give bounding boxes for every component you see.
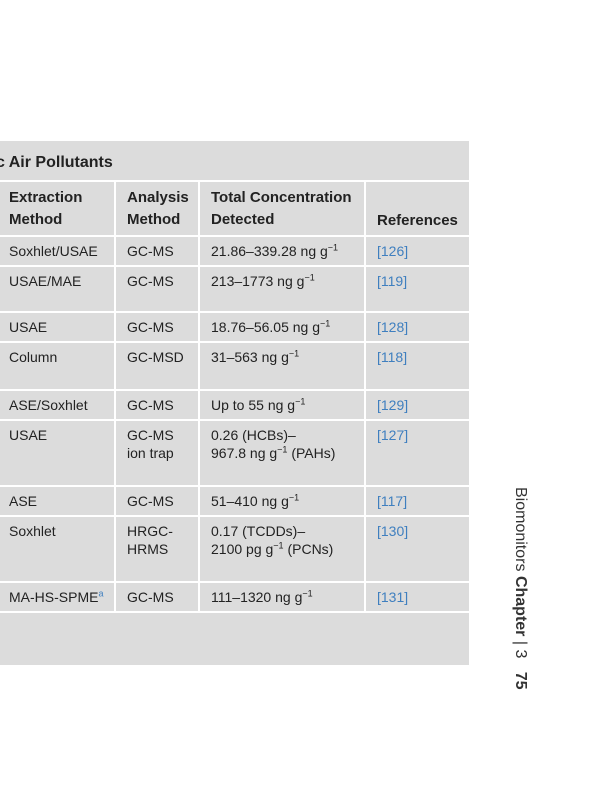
column-rule xyxy=(364,182,366,612)
reference: [131] xyxy=(377,589,409,605)
superscript: −1 xyxy=(273,540,284,551)
rule xyxy=(0,311,469,313)
superscript: −1 xyxy=(320,318,331,329)
table-cell: GC-MS xyxy=(127,589,174,605)
superscript: −1 xyxy=(288,348,300,359)
superscript: −1 xyxy=(277,444,288,455)
section: Biomonitors xyxy=(512,487,529,572)
column-header: Analysis Method xyxy=(127,189,189,228)
table-cell: USAE/MAE xyxy=(9,273,82,289)
rule xyxy=(0,419,469,421)
table-cell: 0.17 (TCDDs)– 2100 pg g−1 (PCNs) xyxy=(211,522,333,558)
table-cell: USAE xyxy=(9,319,48,335)
cell-text: 0.26 (HCBs)– 967.8 ng g xyxy=(211,427,296,461)
superscript: −1 xyxy=(304,272,315,283)
cell-text: 18.76–56.05 ng g xyxy=(211,319,320,335)
reference: [128] xyxy=(377,319,409,335)
table-cell: Soxhlet xyxy=(9,523,56,539)
table-cell: GC-MS xyxy=(127,273,174,289)
rule xyxy=(0,389,469,391)
rule xyxy=(0,341,469,343)
cell-text: 0.17 (TCDDs)– 2100 pg g xyxy=(211,523,306,557)
table-cell: Soxhlet/USAE xyxy=(9,243,98,259)
cell-text: 111–1320 ng g xyxy=(211,589,303,605)
table-cell: Up to 55 ng g−1 xyxy=(211,396,305,414)
reference: [127] xyxy=(377,427,409,443)
reference: [129] xyxy=(377,397,409,413)
table-cell: GC-MS xyxy=(127,397,174,413)
table-cell: USAE xyxy=(9,427,48,443)
rule xyxy=(0,235,469,237)
table-cell: GC-MS xyxy=(127,243,174,259)
column-rule xyxy=(114,182,116,612)
table-cell: GC-MSD xyxy=(127,349,184,365)
rule xyxy=(0,581,469,583)
reference: [117] xyxy=(377,493,408,509)
table-cell: 0.26 (HCBs)– 967.8 ng g−1 (PAHs) xyxy=(211,426,335,462)
reference: [118] xyxy=(377,349,408,365)
rule xyxy=(0,485,469,487)
rule xyxy=(0,515,469,517)
cell-text: (PAHs) xyxy=(287,445,336,461)
table: c Air Pollutants Extraction Method Analys… xyxy=(0,141,469,665)
column-header: Total Concentration Detected xyxy=(211,189,352,228)
table-cell: 213–1773 ng g−1 xyxy=(211,272,315,290)
chapter: Chapter xyxy=(512,575,529,637)
superscript: −1 xyxy=(302,588,313,599)
chapter-number: 3 xyxy=(512,649,529,659)
cell-text: 51–410 ng g xyxy=(211,493,289,509)
cell-text: 21.86–339.28 ng g xyxy=(211,243,328,259)
table-cell: 21.86–339.28 ng g−1 xyxy=(211,242,338,260)
table-cell: Column xyxy=(9,349,58,365)
table-cell: GC-MS xyxy=(127,319,174,335)
reference: [119] xyxy=(377,273,408,289)
rule xyxy=(0,180,469,182)
column-header: References xyxy=(377,212,458,229)
superscript: −1 xyxy=(288,492,300,503)
table-cell: ASE/Soxhlet xyxy=(9,397,88,413)
table-cell: HRGC- HRMS xyxy=(127,523,173,557)
table-cell: 31–563 ng g−1 xyxy=(211,348,299,366)
separator: | xyxy=(512,640,529,645)
cell-text: 213–1773 ng g xyxy=(211,273,305,289)
table-cell: 18.76–56.05 ng g−1 xyxy=(211,318,330,336)
cell-text: 31–563 ng g xyxy=(211,349,289,365)
table-cell: MA-HS-SPMEa xyxy=(9,588,104,605)
table-cell: GC-MS ion trap xyxy=(127,427,174,461)
running-head: Biomonitors Chapter | 3 75 xyxy=(511,487,529,690)
table-title: c Air Pollutants xyxy=(0,154,113,171)
table-cell: ASE xyxy=(9,493,38,509)
table-cell: GC-MS xyxy=(127,493,174,509)
table-cell: 111–1320 ng g−1 xyxy=(211,588,313,606)
rule xyxy=(0,265,469,267)
cell-text: (PCNs) xyxy=(283,541,334,557)
cell-text: Up to 55 ng g xyxy=(211,397,296,413)
reference: [130] xyxy=(377,523,409,539)
page-number: 75 xyxy=(512,671,529,690)
column-rule xyxy=(198,182,200,612)
column-header: Extraction Method xyxy=(9,189,83,228)
reference: [126] xyxy=(377,243,409,259)
rule xyxy=(0,611,469,613)
superscript: −1 xyxy=(295,396,306,407)
superscript: −1 xyxy=(327,242,339,253)
footnote-mark: a xyxy=(98,588,104,599)
table-cell: 51–410 ng g−1 xyxy=(211,492,299,510)
